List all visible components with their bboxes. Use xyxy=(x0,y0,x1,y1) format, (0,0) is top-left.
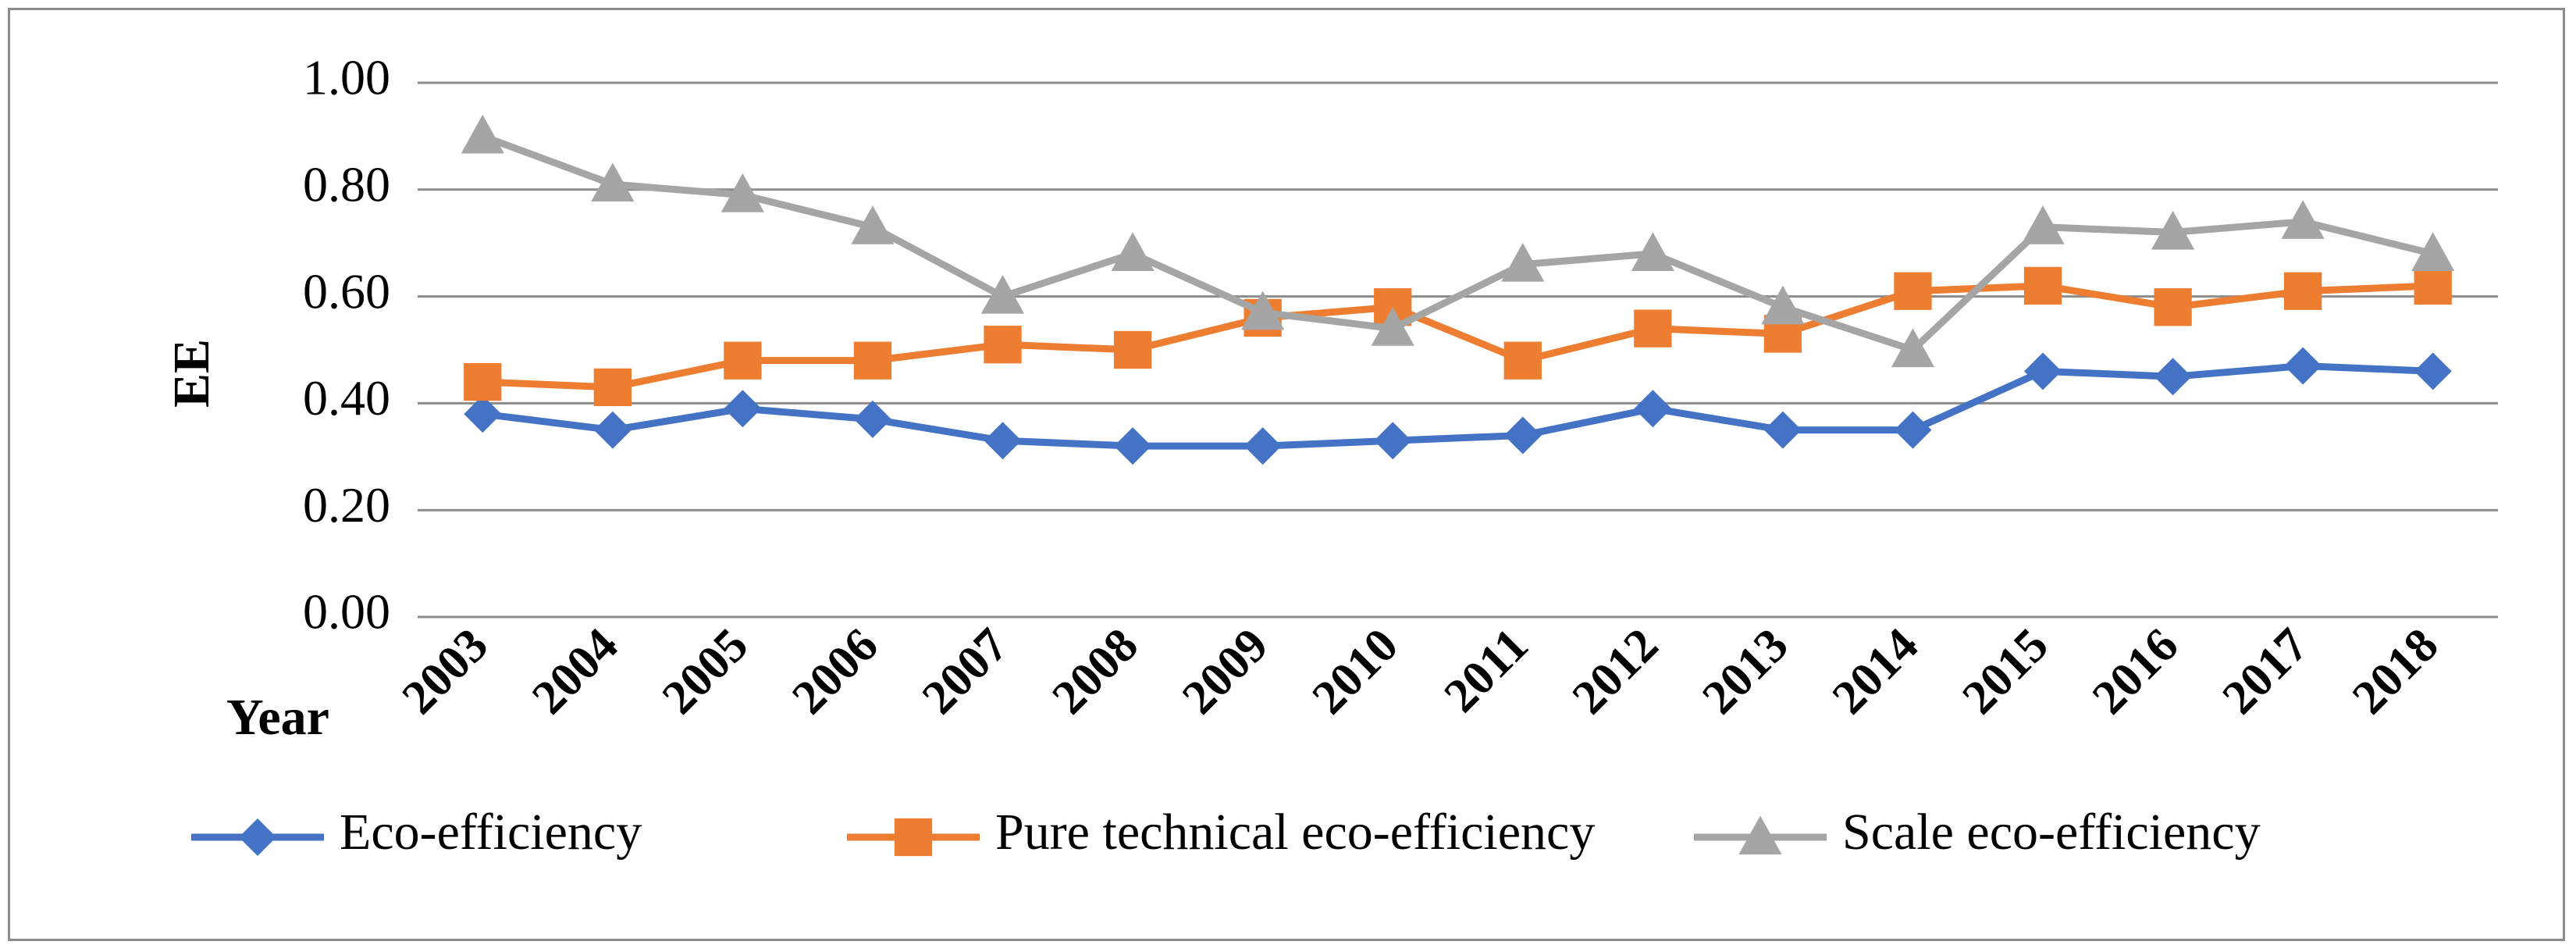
data-point xyxy=(1111,232,1155,271)
x-tick-label: 2015 xyxy=(1952,619,2058,725)
data-point xyxy=(1631,232,1674,271)
data-point xyxy=(851,205,895,244)
x-tick-label: 2006 xyxy=(782,619,888,725)
data-point xyxy=(2023,266,2062,305)
data-point xyxy=(1244,427,1282,465)
data-point xyxy=(1241,291,1285,330)
data-point xyxy=(464,395,502,433)
data-point xyxy=(1761,285,1805,325)
x-tick-label: 2013 xyxy=(1692,619,1799,725)
data-series xyxy=(461,114,2455,465)
legend-label: Pure technical eco-efficiency xyxy=(995,804,1595,861)
data-point xyxy=(853,341,892,380)
data-point xyxy=(593,411,632,449)
y-tick-label: 1.00 xyxy=(303,50,390,105)
data-point xyxy=(1894,411,1932,449)
data-point xyxy=(2154,358,2192,396)
series-pure-technical-eco-efficiency xyxy=(464,266,2452,407)
legend-label: Eco-efficiency xyxy=(340,804,642,861)
y-tick-label: 0.80 xyxy=(303,156,390,212)
legend: Eco-efficiency Pure technical eco-efficie… xyxy=(191,804,2261,861)
data-point xyxy=(2154,288,2192,326)
data-point xyxy=(2021,205,2065,244)
data-point xyxy=(984,326,1022,364)
data-point xyxy=(1634,390,1672,428)
series-line xyxy=(481,133,2434,354)
legend-swatch-marker xyxy=(1738,815,1782,855)
data-point xyxy=(1894,272,1932,310)
legend-swatch-marker xyxy=(239,818,276,856)
legend-label: Scale eco-efficiency xyxy=(1842,804,2261,861)
data-point xyxy=(2411,232,2455,271)
legend-item: Eco-efficiency xyxy=(191,804,642,861)
x-tick-label: 2014 xyxy=(1823,619,1929,725)
x-tick-label: 2005 xyxy=(653,619,759,725)
legend-item: Pure technical eco-efficiency xyxy=(847,804,1595,861)
x-tick-label: 2016 xyxy=(2083,619,2189,725)
data-point xyxy=(853,400,891,438)
data-point xyxy=(1763,411,1802,449)
x-tick-label: 2017 xyxy=(2212,619,2318,725)
data-point xyxy=(2414,352,2452,390)
data-point xyxy=(1891,328,1935,368)
data-point xyxy=(984,422,1022,460)
x-tick-label: 2003 xyxy=(392,619,498,725)
y-tick-label: 0.60 xyxy=(303,263,390,319)
data-point xyxy=(2414,266,2452,305)
data-point xyxy=(1634,309,1672,348)
gridlines xyxy=(418,81,2498,619)
x-tick-label: 2010 xyxy=(1302,619,1408,725)
x-tick-label: 2008 xyxy=(1042,619,1148,725)
series-line xyxy=(482,282,2433,391)
data-point xyxy=(2281,200,2325,239)
data-point xyxy=(1503,341,1542,380)
data-point xyxy=(1371,307,1414,346)
y-axis-ticks: 0.00 0.20 0.40 0.60 0.80 1.00 xyxy=(303,50,390,640)
y-axis-title: EE xyxy=(163,339,220,408)
x-tick-label: 2011 xyxy=(1434,619,1538,722)
data-point xyxy=(1501,242,1545,282)
x-tick-label: 2018 xyxy=(2343,619,2449,725)
y-tick-label: 0.40 xyxy=(303,370,390,426)
x-tick-label: 2012 xyxy=(1562,619,1668,725)
series-eco-efficiency xyxy=(464,347,2452,465)
data-point xyxy=(1114,427,1152,465)
legend-item: Scale eco-efficiency xyxy=(1694,804,2261,861)
data-point xyxy=(461,114,504,154)
data-point xyxy=(1113,330,1152,369)
x-axis-title: Year xyxy=(226,689,329,746)
data-point xyxy=(724,390,762,428)
series-scale-eco-efficiency xyxy=(461,114,2455,368)
y-tick-label: 0.20 xyxy=(303,477,390,533)
data-point xyxy=(2284,272,2322,310)
data-point xyxy=(464,362,502,401)
y-tick-label: 0.00 xyxy=(303,584,390,640)
x-tick-label: 2004 xyxy=(522,619,628,725)
x-tick-label: 2007 xyxy=(913,619,1019,725)
x-tick-label: 2009 xyxy=(1172,619,1279,725)
data-point xyxy=(2024,352,2062,390)
data-point xyxy=(1503,416,1542,455)
data-point xyxy=(2284,347,2322,385)
data-point xyxy=(593,368,632,407)
x-axis-ticks: 2003 2004 2005 2006 2007 2008 2009 2010 2011 2012… xyxy=(392,619,2448,725)
series-line xyxy=(482,362,2433,450)
data-point xyxy=(2151,210,2195,250)
chart-frame xyxy=(8,8,2565,941)
data-point xyxy=(591,162,635,202)
data-point xyxy=(720,173,765,212)
data-point xyxy=(724,341,762,380)
data-point xyxy=(1374,422,1412,460)
legend-swatch-marker xyxy=(894,818,933,857)
data-point xyxy=(980,275,1025,314)
